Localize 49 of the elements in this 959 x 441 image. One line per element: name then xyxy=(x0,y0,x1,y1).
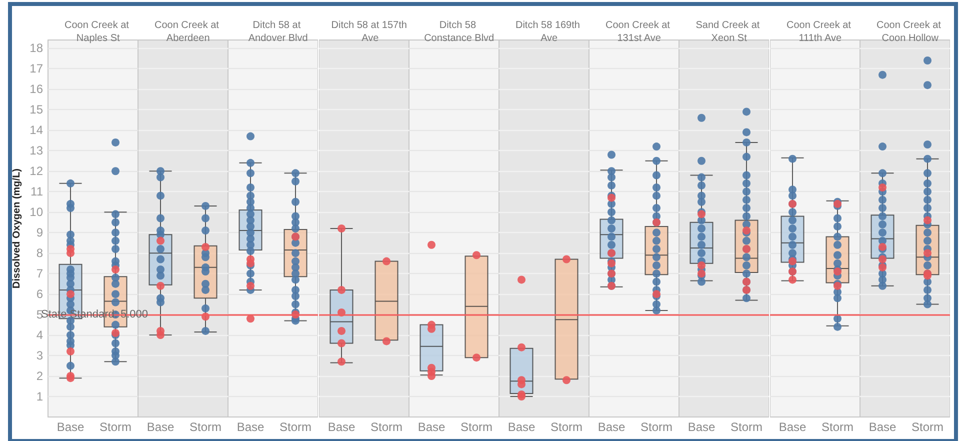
chart-title: Coon Creek at 111th Ave xyxy=(786,20,854,44)
y-tick-label: 1 xyxy=(36,390,44,404)
y-tick-label: 14 xyxy=(30,123,44,138)
x-tick-label: Base xyxy=(237,420,265,434)
x-tick-label: Base xyxy=(598,420,626,434)
x-tick-label: Base xyxy=(688,420,716,434)
y-tick-label: 5 xyxy=(36,308,44,322)
y-tick-label: 13 xyxy=(30,144,44,158)
chart-title: Ditch 58 Constance Blvd xyxy=(424,20,494,44)
x-tick-label: Base xyxy=(56,420,84,434)
y-tick-label: 15 xyxy=(30,102,44,117)
x-tick-label: Base xyxy=(418,420,446,434)
y-tick-label: 9 xyxy=(36,226,44,240)
chart-title: Sand Creek at Xeon St xyxy=(696,20,763,44)
y-tick-label: 17 xyxy=(30,62,44,76)
y-tick-label: 11 xyxy=(30,184,44,199)
chart-title: Coon Creek at Naples St xyxy=(64,20,132,44)
x-tick-label: Storm xyxy=(821,420,854,434)
x-tick-label: Storm xyxy=(190,420,222,434)
chart-title: Ditch 58 at 157th Ave xyxy=(330,20,406,44)
y-tick-label: 18 xyxy=(30,41,44,56)
y-tick-label: 6 xyxy=(36,287,44,302)
y-tick-label: 7 xyxy=(36,266,44,281)
chart-title: Coon Creek at 131st Ave xyxy=(606,20,673,44)
y-tick-label: 4 xyxy=(36,328,44,342)
y-tick-label: 12 xyxy=(30,164,44,178)
y-tick-label: 16 xyxy=(30,82,44,96)
x-tick-label: Base xyxy=(147,420,175,434)
chart-title: Coon Creek at Aberdeen xyxy=(154,20,222,44)
x-tick-label: Base xyxy=(778,420,806,434)
x-tick-label: Storm xyxy=(370,420,402,434)
x-tick-label: Storm xyxy=(280,420,312,434)
chart-title: Ditch 58 169th Ave xyxy=(515,20,583,44)
x-tick-label: Base xyxy=(868,420,896,434)
chart-title: Ditch 58 at Andover Blvd xyxy=(248,20,308,44)
chart-title: Coon Creek at Coon Hollow xyxy=(876,20,944,44)
x-tick-label: Storm xyxy=(730,420,763,434)
x-tick-label: Storm xyxy=(911,420,944,434)
x-tick-label: Storm xyxy=(640,420,673,434)
x-tick-label: Storm xyxy=(550,420,583,434)
y-tick-label: 2 xyxy=(36,369,44,384)
y-axis-title: Dissolved Oxygen (mg/L) xyxy=(12,168,22,289)
y-tick-label: 10 xyxy=(30,205,44,220)
x-tick-label: Base xyxy=(508,420,536,434)
x-tick-label: Base xyxy=(327,420,356,434)
x-tick-label: Storm xyxy=(460,420,492,434)
y-tick-label: 8 xyxy=(36,246,44,260)
x-tick-label: Storm xyxy=(99,420,132,434)
y-tick-label: 3 xyxy=(36,348,44,363)
